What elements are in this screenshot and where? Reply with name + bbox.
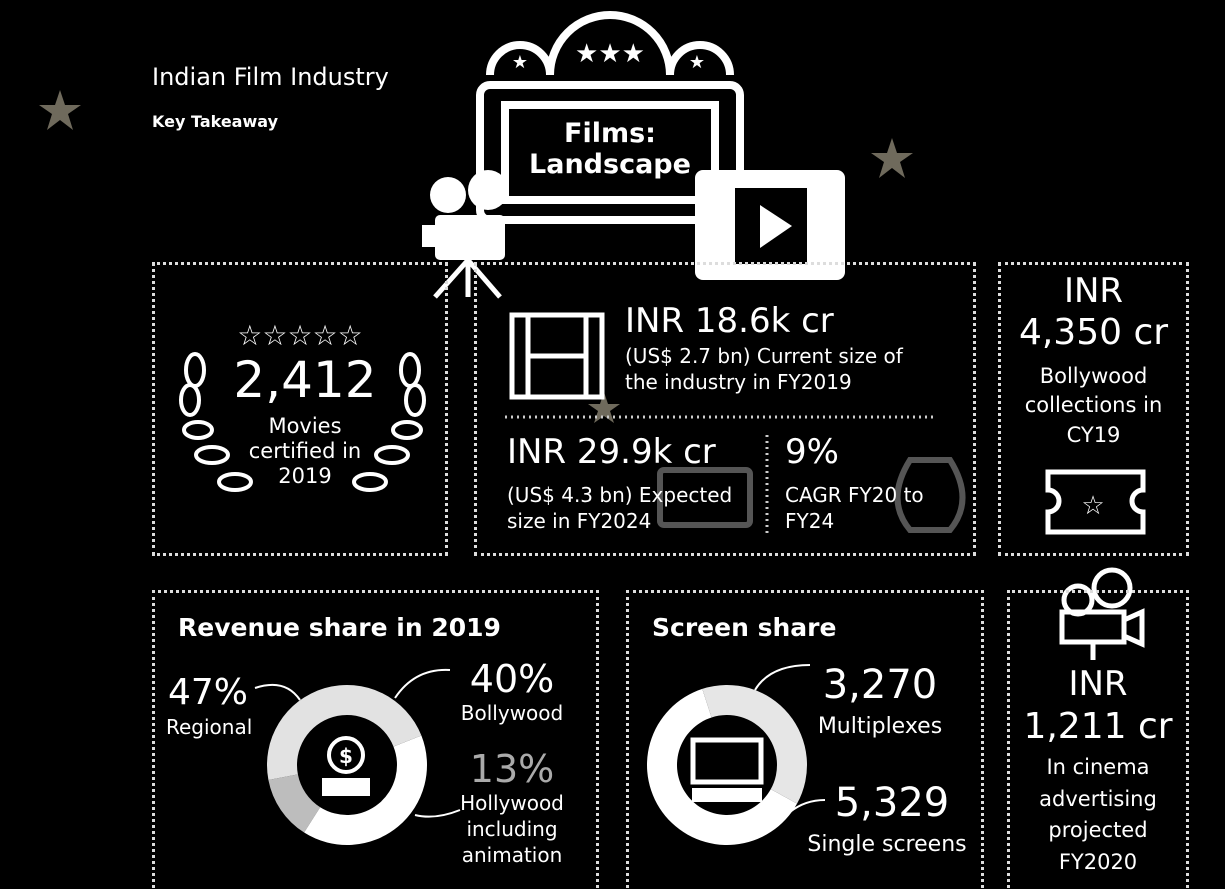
movies-value: 2,412 [233, 351, 377, 409]
screen-category: Single screens [807, 832, 967, 857]
bollywood-label: Bollywood collections in CY19 [1024, 364, 1163, 447]
bollywood-currency: INR [1063, 271, 1124, 311]
box [152, 262, 448, 556]
money-icons [657, 457, 966, 533]
star [871, 138, 913, 178]
cagr-value: 9% [785, 432, 839, 472]
revenue-value: 13% [469, 747, 555, 791]
donut-segment [647, 688, 798, 845]
expected-label: (US$ 4.3 bn) Expected size in FY2024 [507, 483, 733, 533]
revenue-title: Revenue share in 2019 [178, 613, 501, 642]
badge: Films: Landscape [529, 118, 691, 181]
laurel: ☆☆☆☆☆ [179, 319, 426, 492]
revenue-value: 47% [168, 672, 249, 713]
star [588, 392, 620, 423]
current-label: (US$ 2.7 bn) Current size of the industr… [625, 344, 903, 394]
screen-value: 5,329 [834, 780, 950, 826]
box [626, 590, 984, 889]
advertising-value: 1,211 cr [1023, 706, 1173, 747]
ticket-icon [1045, 469, 1146, 535]
film-icon [695, 170, 845, 280]
title: Indian Film Industry [152, 63, 389, 91]
screen-category: Multiplexes [817, 714, 943, 739]
screen-title: Screen share [652, 613, 837, 642]
advertising-currency: INR [1068, 664, 1128, 704]
star [39, 90, 81, 130]
box [1007, 590, 1189, 889]
advertising-label: In cinema advertising projected FY2020 [1039, 755, 1157, 874]
donut-segment [267, 685, 422, 780]
arrows [254, 664, 826, 818]
bollywood-value: 4,350 cr [1018, 312, 1169, 353]
cagr-label: CAGR FY20 to FY24 [785, 483, 924, 533]
marquee [476, 11, 744, 224]
camera-icon [422, 170, 508, 299]
box [152, 590, 599, 889]
donut-segment [268, 774, 321, 833]
film-strip-icon [509, 312, 605, 400]
marquee-stars: ★ ★★★ ★ [512, 39, 705, 73]
svg-text:★: ★ [512, 52, 528, 73]
svg-text:★★★: ★★★ [575, 39, 645, 69]
donut-segment [702, 684, 807, 804]
svg-text:★: ★ [689, 52, 705, 73]
svg-text:☆☆☆☆☆: ☆☆☆☆☆ [237, 319, 363, 352]
donut-segment [304, 735, 427, 845]
movies-label: Movies certified in 2019 [248, 414, 362, 489]
current-value: INR 18.6k cr [625, 301, 834, 341]
revenue-value: 40% [469, 657, 555, 701]
ticket-star: ☆ [1081, 491, 1104, 521]
revenue-category: Hollywood including animation [460, 791, 564, 867]
revenue-category: Bollywood [460, 701, 564, 725]
camera-icon-small [1059, 567, 1145, 660]
revenue-category: Regional [166, 715, 253, 739]
box [474, 262, 976, 556]
screen-icon [690, 737, 764, 802]
subtitle: Key Takeaway [152, 112, 278, 131]
box [998, 262, 1189, 556]
expected-value: INR 29.9k cr [507, 432, 716, 472]
screen-value: 3,270 [822, 662, 938, 708]
svg-text:$: $ [339, 744, 353, 768]
coin-icon: $ [322, 736, 370, 796]
